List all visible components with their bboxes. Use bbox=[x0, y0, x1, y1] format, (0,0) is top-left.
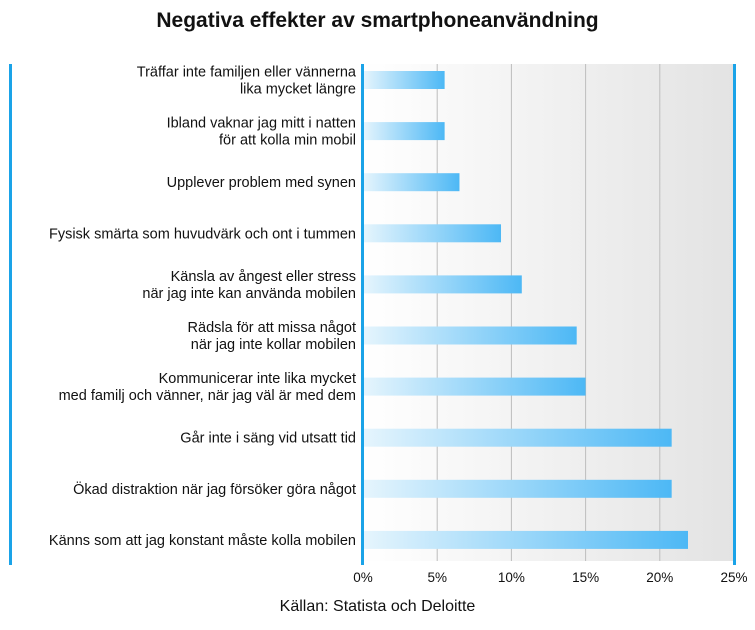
bar bbox=[363, 530, 688, 549]
bar bbox=[363, 377, 586, 396]
bar bbox=[363, 71, 445, 89]
category-label: Träffar inte familjen eller vännerna lika… bbox=[137, 65, 357, 98]
x-axis-tick-labels: 0% 5% 10% 15% 20% 25% bbox=[353, 570, 747, 585]
y-axis-line bbox=[361, 64, 364, 565]
source-note: Källan: Statista och Deloitte bbox=[279, 598, 476, 615]
category-label: Rädsla för att missa något när jag inte k… bbox=[188, 320, 356, 353]
x-tick-label: 15% bbox=[572, 570, 599, 585]
bar bbox=[363, 275, 522, 294]
category-label: Kommunicerar inte lika mycket med familj … bbox=[59, 371, 356, 404]
x-tick-label: 20% bbox=[646, 570, 673, 585]
x-tick-label: 5% bbox=[427, 570, 447, 585]
category-label: Upplever problem med synen bbox=[167, 175, 356, 191]
right-accent-border bbox=[733, 64, 736, 565]
chart-title: Negativa effekter av smartphoneanvändnin… bbox=[156, 9, 599, 32]
category-label: Känsla av ångest eller stress när jag int… bbox=[142, 269, 356, 302]
bar bbox=[363, 428, 672, 447]
bar bbox=[363, 479, 672, 498]
bar bbox=[363, 326, 577, 345]
category-label: Ökad distraktion när jag försöker göra n… bbox=[73, 480, 356, 498]
category-labels: Träffar inte familjen eller vännerna lika… bbox=[49, 65, 357, 549]
category-label: Känns som att jag konstant måste kolla m… bbox=[49, 533, 356, 549]
plot-background bbox=[363, 64, 734, 561]
bars bbox=[363, 71, 688, 549]
bar bbox=[363, 122, 445, 141]
bar bbox=[363, 173, 460, 192]
x-tick-label: 10% bbox=[498, 570, 525, 585]
category-label: Fysisk smärta som huvudvärk och ont i tu… bbox=[49, 226, 356, 242]
left-accent-border bbox=[9, 64, 12, 565]
category-label: Går inte i säng vid utsatt tid bbox=[180, 431, 356, 447]
x-tick-label: 25% bbox=[720, 570, 747, 585]
grid-lines bbox=[436, 64, 661, 561]
x-tick-label: 0% bbox=[353, 570, 373, 585]
category-label: Ibland vaknar jag mitt i natten för att k… bbox=[167, 116, 356, 149]
bar bbox=[363, 224, 502, 243]
